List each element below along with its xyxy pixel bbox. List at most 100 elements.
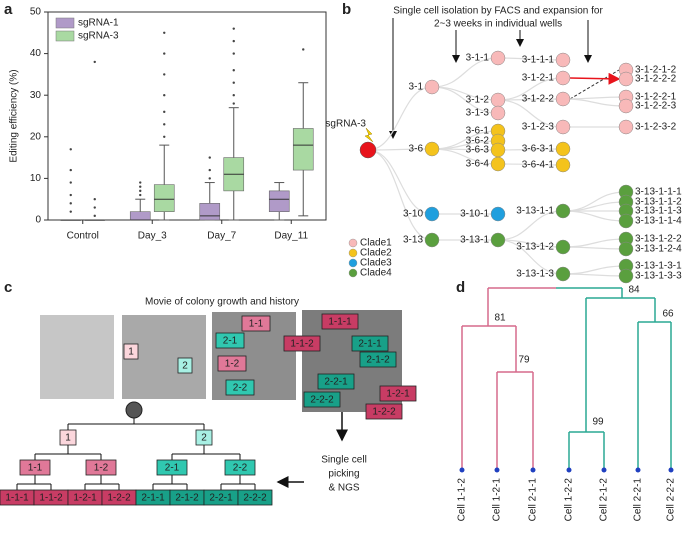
panel-label: a <box>4 1 13 18</box>
node-label: 3-1-3 <box>466 108 490 119</box>
legend-label: Clade4 <box>360 268 392 279</box>
box <box>129 211 151 221</box>
label-text: 2-1-1 <box>141 493 165 504</box>
outlier <box>93 198 96 201</box>
tree-node <box>618 213 634 229</box>
tree-node <box>555 203 571 219</box>
leaf-label: Cell 2-2-2 <box>666 478 677 522</box>
tree-node <box>490 142 506 158</box>
leaf-label: Cell 1-1-2 <box>457 478 468 522</box>
label-text: 2 <box>182 361 188 372</box>
label-box <box>217 355 247 372</box>
outlier <box>163 110 166 114</box>
tree-edge <box>562 273 627 277</box>
node-label: 3-13-1-2-2 <box>635 234 682 245</box>
tree-title: Single cell isolation by FACS and expans… <box>393 6 603 17</box>
legend-label: Clade2 <box>360 248 392 259</box>
node-label: 3-1 <box>409 82 424 93</box>
tree-node <box>424 141 440 157</box>
tree-node <box>618 98 634 114</box>
legend-marker <box>348 238 358 248</box>
node-label: 3-10 <box>403 209 423 220</box>
tree-edge <box>497 99 564 128</box>
leaf-dot <box>668 467 674 473</box>
node-label: 3-13-1-1-2 <box>635 197 682 208</box>
root-label: sgRNA-3 <box>325 119 366 130</box>
bolt-icon <box>364 127 374 143</box>
y-tick-label: 20 <box>30 131 42 142</box>
outlier <box>232 81 235 84</box>
tree-edge <box>497 239 564 248</box>
legend-label: sgRNA-1 <box>78 18 119 29</box>
label-text: 1-2-2 <box>372 407 396 418</box>
label-box <box>195 429 213 446</box>
tree-edge <box>497 210 564 241</box>
leaf-label: Cell 1-2-1 <box>492 478 503 522</box>
label-text: 1-2-1 <box>386 389 410 400</box>
node-label: 3-13-1-3-1 <box>635 261 682 272</box>
leaf-dot <box>459 467 465 473</box>
legend-label: Clade1 <box>360 238 392 249</box>
panel-label: c <box>4 279 12 296</box>
outlier <box>163 135 166 138</box>
outlier <box>232 39 235 43</box>
outlier <box>69 168 72 172</box>
outlier <box>69 202 72 205</box>
node-label: 3-1-1-1 <box>522 55 555 66</box>
box <box>268 190 290 212</box>
node-label: 3-13-1-1-4 <box>635 216 682 227</box>
node-label: 3-1-1 <box>466 53 490 64</box>
node-label: 3-1-2 <box>466 95 490 106</box>
tree-node <box>555 52 571 68</box>
node-label: 3-1-2-1 <box>522 73 555 84</box>
label-text: 1-1-1 <box>328 317 352 328</box>
label-text: 1 <box>65 433 71 444</box>
label-text: 1-2-2 <box>107 493 131 504</box>
outlier <box>232 102 235 105</box>
y-tick-label: 0 <box>35 215 41 226</box>
outlier <box>139 181 142 184</box>
outlier <box>163 73 166 76</box>
label-box <box>156 459 188 476</box>
node-label: 3-13-1-2-4 <box>635 244 682 255</box>
leaf-label: Cell 2-1-1 <box>528 478 539 522</box>
outlier <box>163 94 166 97</box>
outlier <box>93 60 96 64</box>
label-text: 2-2-2 <box>243 493 267 504</box>
leaf-label: Cell 2-1-2 <box>599 478 610 522</box>
node-label: 3-6-4-1 <box>522 160 555 171</box>
label-box <box>379 385 417 402</box>
tree-node <box>555 119 571 135</box>
caption: Movie of colony growth and history <box>145 297 299 308</box>
x-tick-label: Day_3 <box>138 231 167 242</box>
label-box <box>359 351 397 368</box>
leaf-label: Cell 1-2-2 <box>564 478 575 522</box>
tree-edge <box>431 148 499 165</box>
tree-edge <box>367 149 433 215</box>
label-text: 2-2-1 <box>324 377 348 388</box>
label-box <box>224 459 256 476</box>
tree-node <box>555 239 571 255</box>
outlier <box>232 52 235 55</box>
tree-edge <box>497 239 564 275</box>
node-label: 3-1-2-3-2 <box>635 122 677 133</box>
outlier <box>69 193 72 197</box>
tree-edge <box>431 57 499 88</box>
node-label: 3-1-2-2 <box>522 94 555 105</box>
tree-edge <box>497 148 564 151</box>
outlier <box>232 94 235 97</box>
x-tick-label: Control <box>67 231 99 242</box>
outlier <box>163 123 166 126</box>
y-tick-label: 40 <box>30 48 42 59</box>
tree-node <box>555 141 571 157</box>
outlier <box>93 206 96 209</box>
label-text: 1-1 <box>249 319 264 330</box>
dashed-link <box>569 69 620 100</box>
tree-node <box>555 91 571 107</box>
tree-node <box>555 266 571 282</box>
node-label: 3-13-1-2 <box>516 242 554 253</box>
label-text: 2-1 <box>223 336 238 347</box>
label-text: 1-1-1 <box>5 493 29 504</box>
label-text: 2-2 <box>233 383 248 394</box>
tree-node <box>618 71 634 87</box>
